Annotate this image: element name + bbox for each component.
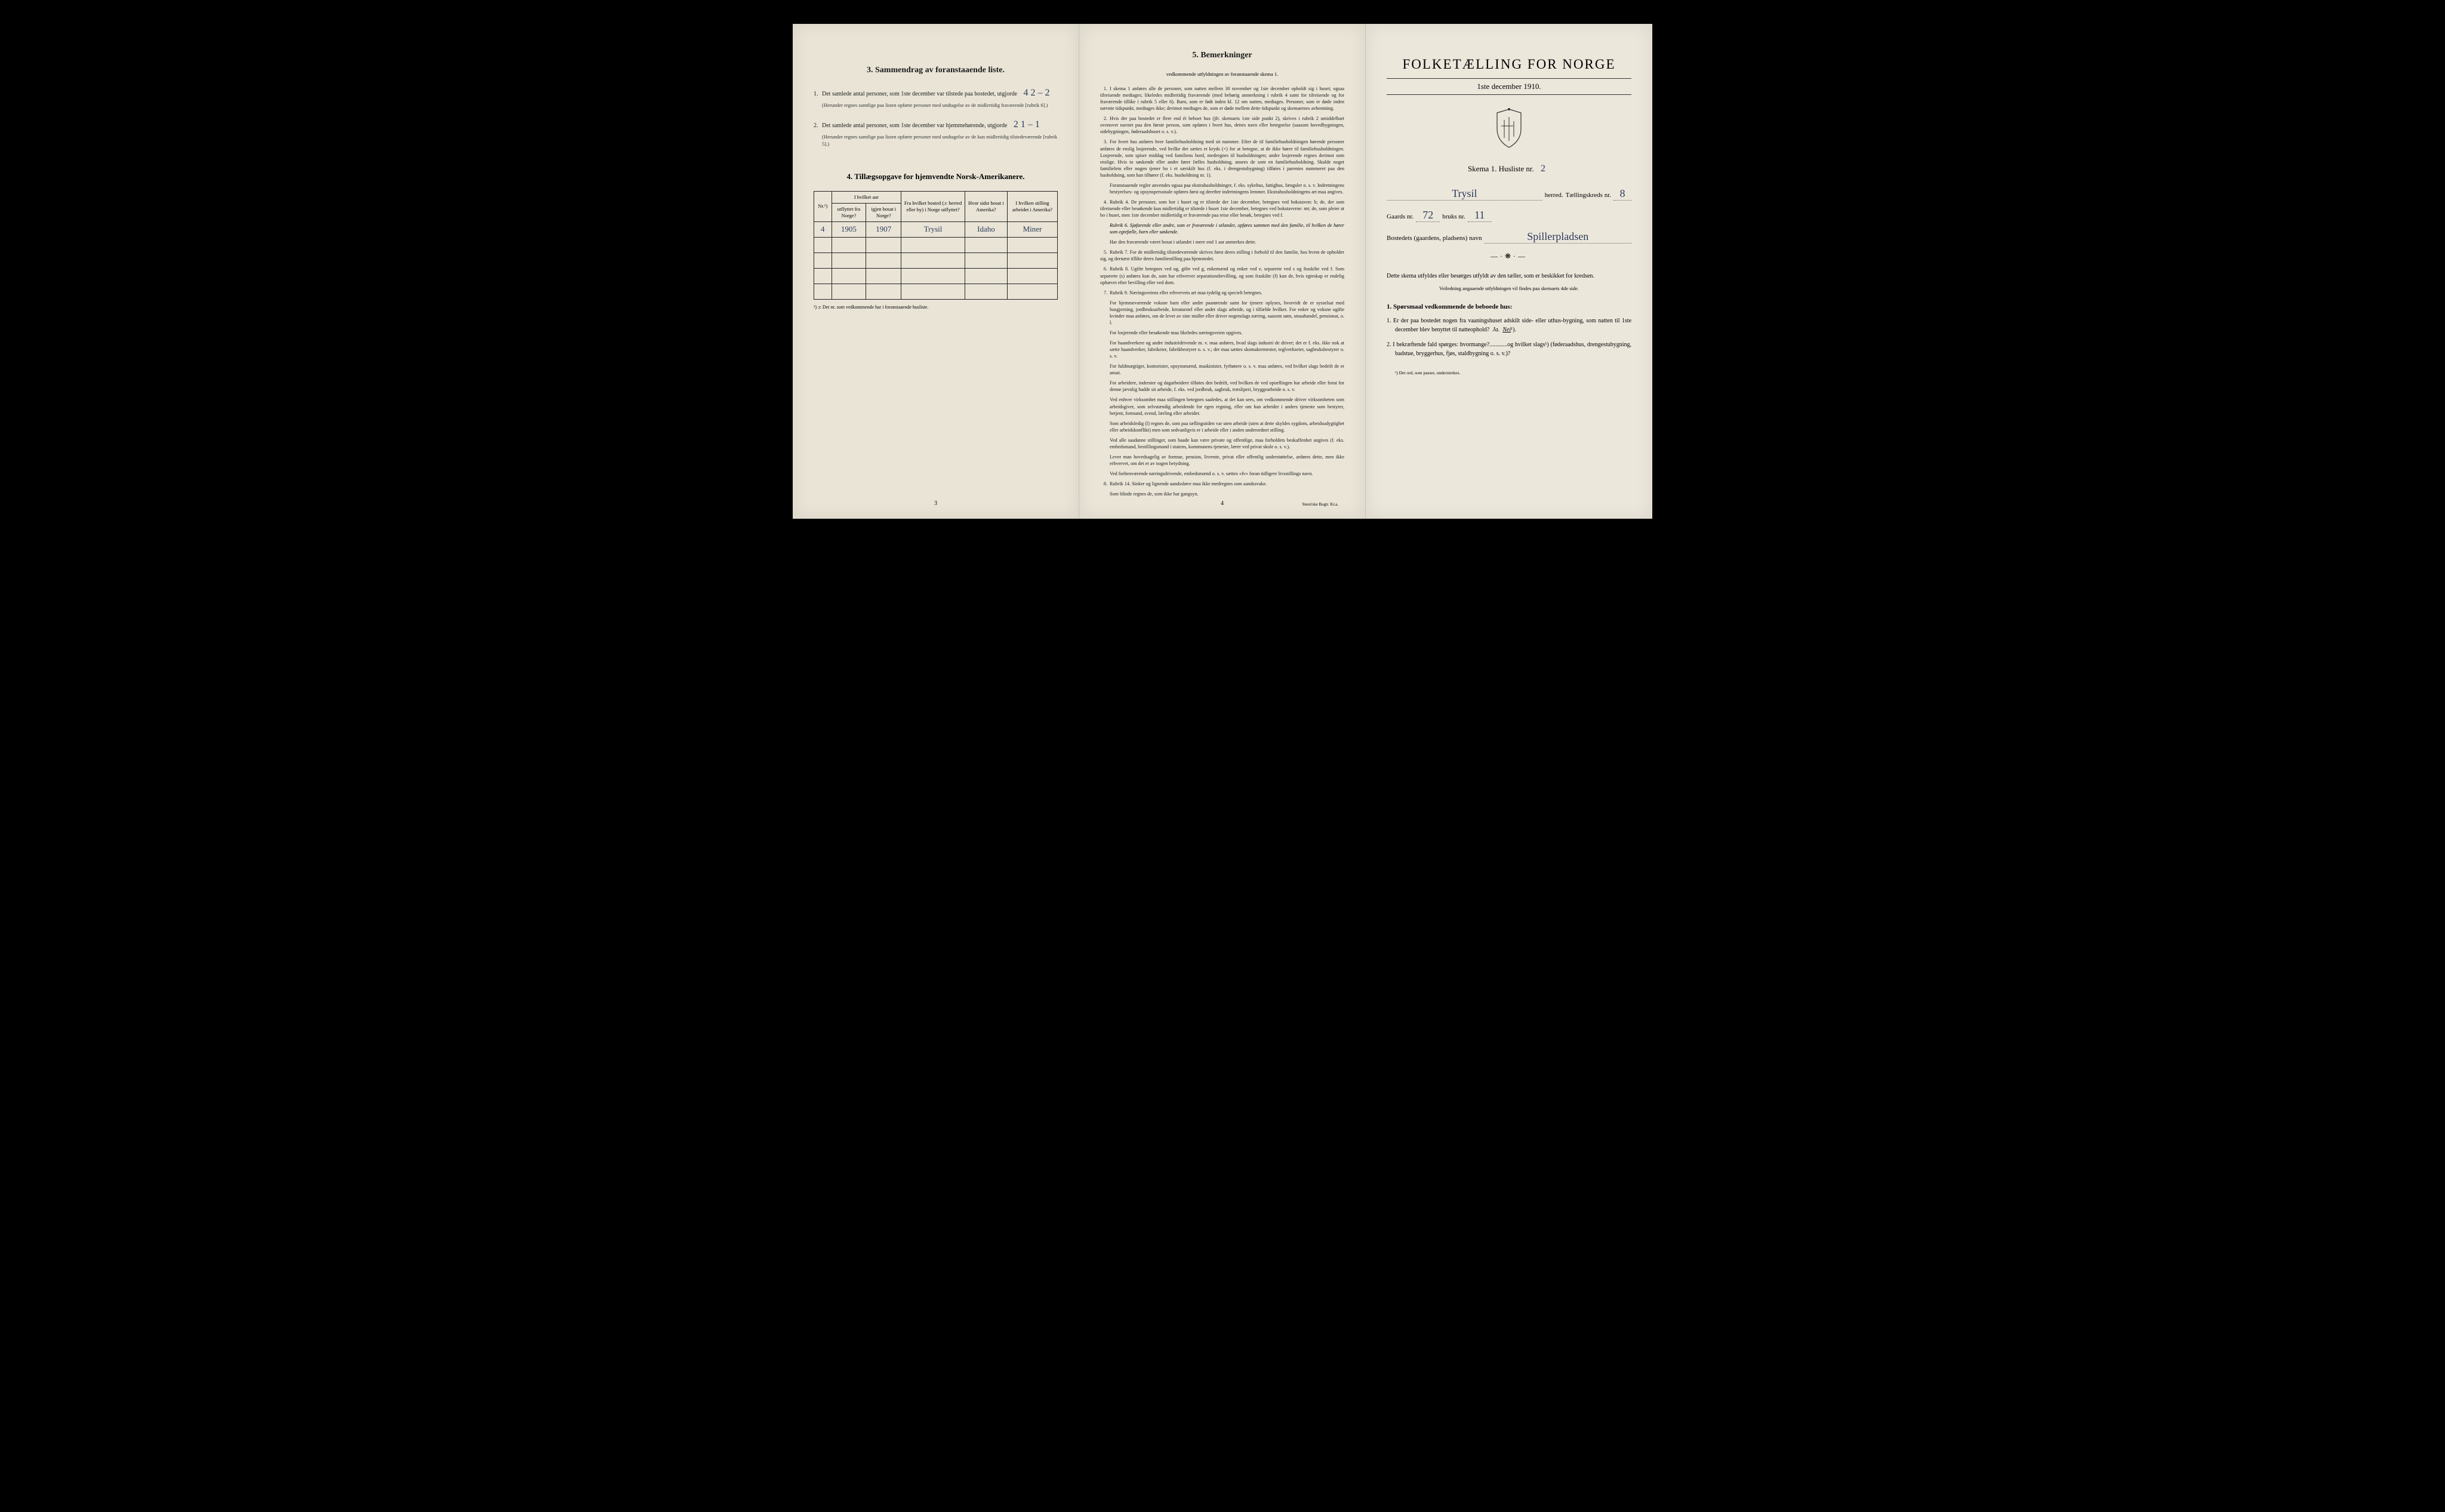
coat-of-arms-icon: [1387, 108, 1631, 153]
rule-1: 1.I skema 1 anføres alle de personer, so…: [1100, 85, 1344, 112]
r9-d5: Ved enhver virksomhet maa stillingen bet…: [1100, 396, 1344, 416]
section-5-title: 5. Bemerkninger: [1100, 51, 1344, 60]
rubrik-6b: Har den fraværende været bosat i utlande…: [1100, 239, 1344, 245]
r9-d2: For haandverkere og andre industridriven…: [1100, 340, 1344, 359]
gaards-line: Gaards nr. 72 bruks nr. 11: [1387, 209, 1631, 222]
rule-5: 5.Rubrik 7. For de midlertidig tilstedev…: [1100, 249, 1344, 262]
rule-7: 7.Rubrik 9. Næringsveiens eller erhverve…: [1100, 290, 1344, 296]
th-year: I hvilket aar: [832, 191, 901, 203]
summary-q2: 2.Det samlede antal personer, som 1ste d…: [814, 118, 1058, 148]
section-4-title: 4. Tillægsopgave for hjemvendte Norsk-Am…: [814, 172, 1058, 181]
r9-d4: For arbeidere, inderster og dagarbeidere…: [1100, 380, 1344, 393]
rule-8b: Som blinde regnes de, som ikke har gangs…: [1100, 491, 1344, 497]
rule-3-extra: Foranstaaende regler anvendes ogsaa paa …: [1100, 182, 1344, 195]
table-row: 4 1905 1907 Trysil Idaho Miner: [814, 221, 1058, 237]
r9-d7: Ved alle saadanne stillinger, som baade …: [1100, 437, 1344, 450]
question-1-1: 1. Er der paa bostedet nogen fra vaaning…: [1395, 316, 1631, 334]
question-1-title: 1. Spørsmaal vedkommende de beboede hus:: [1387, 303, 1631, 310]
page-number-4: 4: [1221, 500, 1224, 507]
page-1-cover: FOLKETÆLLING FOR NORGE 1ste december 191…: [1366, 24, 1652, 519]
r9-d3: For fuldmægtiger, kontorister, opsynsmæn…: [1100, 363, 1344, 376]
section-5-subtitle: vedkommende utfyldningen av foranstaaend…: [1100, 71, 1344, 77]
rule-4: 4.Rubrik 4. De personer, som bor i huset…: [1100, 199, 1344, 218]
page-number-3: 3: [934, 500, 937, 507]
rule-3: 3.For hvert hus anføres hver familiehush…: [1100, 138, 1344, 178]
r9-d8: Lever man hovedsagelig av formue, pensio…: [1100, 454, 1344, 467]
q2-handwritten-value: 2 1 – 1: [1009, 118, 1045, 132]
th-job: I hvilken stilling arbeidet i Amerika?: [1008, 191, 1058, 221]
footnote-1: ¹) Det ord, som passer, understrekes.: [1387, 370, 1631, 375]
th-nr: Nr.¹): [814, 191, 832, 221]
table-row-empty: [814, 284, 1058, 299]
r9-d9: Ved forhenværende næringsdrivende, embed…: [1100, 470, 1344, 477]
amerikanere-table: Nr.¹) I hvilket aar Fra hvilket bosted (…: [814, 191, 1058, 300]
fill-instruction: Dette skema utfyldes eller besørges utfy…: [1387, 272, 1631, 281]
ornament-icon: ―·❋·―: [1387, 252, 1631, 261]
document-spread: 3. Sammendrag av foranstaaende liste. 1.…: [793, 24, 1652, 519]
table-row-empty: [814, 237, 1058, 252]
th-yr-back: igjen bosat i Norge?: [866, 203, 901, 221]
section-3-title: 3. Sammendrag av foranstaaende liste.: [814, 66, 1058, 75]
th-from: Fra hvilket bosted (ɔ: herred eller by) …: [901, 191, 965, 221]
question-1-2: 2. I bekræftende fald spørges: hvormange…: [1395, 340, 1631, 358]
fill-instruction-sub: Veiledning angaaende utfyldningen vil fi…: [1387, 285, 1631, 291]
page-3: 3. Sammendrag av foranstaaende liste. 1.…: [793, 24, 1079, 519]
rule-8: 8.Rubrik 14. Sinker og lignende aandsslø…: [1100, 481, 1344, 487]
skema-line: Skema 1. Husliste nr. 2: [1387, 164, 1631, 174]
rule-2: 2.Hvis der paa bostedet er flere end ét …: [1100, 115, 1344, 135]
r9-d0: For hjemmeværende voksne barn eller andr…: [1100, 300, 1344, 326]
census-date: 1ste december 1910.: [1387, 78, 1631, 95]
summary-q1: 1.Det samlede antal personer, som 1ste d…: [814, 86, 1058, 109]
table-row-empty: [814, 268, 1058, 284]
husliste-nr: 2: [1536, 164, 1550, 174]
herred-line: Trysil herred. Tællingskreds nr. 8: [1387, 187, 1631, 201]
main-title: FOLKETÆLLING FOR NORGE: [1387, 57, 1631, 72]
page-4: 5. Bemerkninger vedkommende utfyldningen…: [1079, 24, 1366, 519]
q1-handwritten-value: 4 2 – 2: [1018, 86, 1054, 100]
printer-imprint: Steen'ske Bogtr. Kr.a.: [1302, 502, 1338, 507]
table-row-empty: [814, 252, 1058, 268]
rule-6: 6.Rubrik 8. Ugifte betegnes ved ug, gift…: [1100, 266, 1344, 285]
rubrik-6: Rubrik 6. Sjøfarende eller andre, som er…: [1110, 222, 1344, 235]
table-body: 4 1905 1907 Trysil Idaho Miner: [814, 221, 1058, 299]
table-footnote: ¹) ɔ: Det nr. som vedkommende har i fora…: [814, 304, 1058, 310]
r9-d1: For losjerende eller besøkende maa likel…: [1100, 330, 1344, 336]
bosted-line: Bostedets (gaardens, pladsens) navn Spil…: [1387, 230, 1631, 244]
nei-underlined: Nei: [1502, 327, 1511, 333]
r9-d6: Som arbeidsledig (l) regnes de, som paa …: [1100, 420, 1344, 433]
th-where: Hvor sidst bosat i Amerika?: [965, 191, 1007, 221]
th-yr-out: utflyttet fra Norge?: [832, 203, 866, 221]
